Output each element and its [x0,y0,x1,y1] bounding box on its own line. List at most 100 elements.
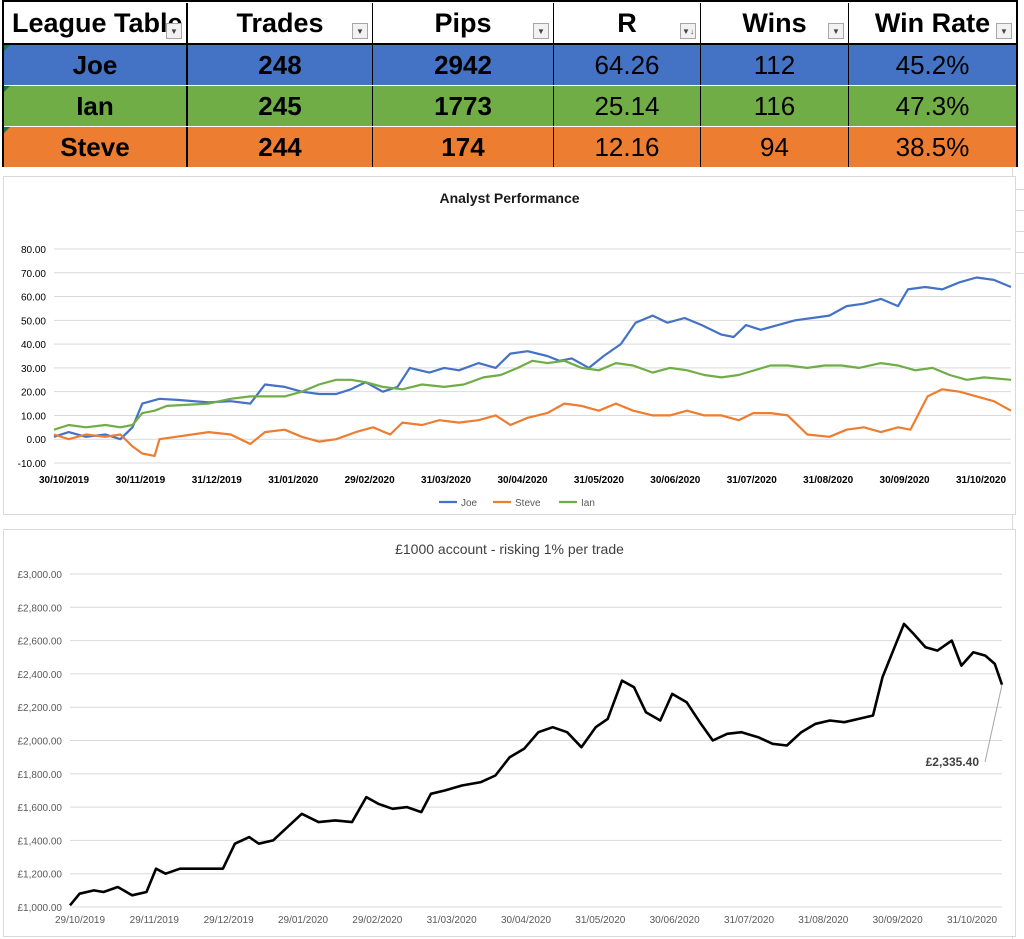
grid-row-line [1012,252,1024,253]
cell-name[interactable]: Steve [4,127,188,167]
y-tick-label: £2,200.00 [18,703,63,714]
x-tick-label: 29/01/2020 [278,915,328,926]
cell-trades[interactable]: 248 [188,45,373,85]
chart-title: Analyst Performance [439,190,580,206]
cell-text: 2942 [434,49,492,80]
dropdown-arrow-icon[interactable]: ▼ [996,23,1012,39]
x-tick-label: 30/04/2020 [501,915,551,926]
cell-text: 248 [258,49,302,80]
dropdown-arrow-icon[interactable]: ▼ [166,23,182,39]
cell-text: 116 [753,90,796,121]
comment-indicator-icon [4,86,10,92]
league-table: League Table ▼ Trades ▼ Pips ▼ R ▼↓ Wins… [2,0,1018,167]
y-tick-label: £1,600.00 [18,803,63,814]
x-tick-label: 29/02/2020 [352,915,402,926]
y-tick-label: 20.00 [21,388,46,399]
y-tick-label: £3,000.00 [18,570,63,581]
header-cell-trades[interactable]: Trades ▼ [188,3,373,43]
dropdown-arrow-icon[interactable]: ▼ [352,23,368,39]
cell-text: 174 [441,131,485,162]
x-tick-label: 31/07/2020 [727,475,777,486]
x-tick-label: 31/05/2020 [575,915,625,926]
cell-r[interactable]: 64.26 [554,45,701,85]
annotation-label: £2,335.40 [926,755,980,769]
league-table-header-row: League Table ▼ Trades ▼ Pips ▼ R ▼↓ Wins… [4,3,1016,45]
header-cell-pips[interactable]: Pips ▼ [373,3,554,43]
x-tick-label: 29/10/2019 [55,915,105,926]
y-tick-label: 60.00 [21,293,46,304]
cell-text: Joe [72,49,118,80]
series-line-steve [53,388,1012,457]
legend-label: Steve [515,498,541,509]
x-tick-label: 31/07/2020 [724,915,774,926]
cell-text: 245 [258,90,302,121]
cell-text: 112 [753,49,796,80]
cell-pips[interactable]: 2942 [373,45,554,85]
x-tick-label: 30/06/2020 [650,475,700,486]
header-label: Pips [434,7,492,38]
annotation-leader-line [984,684,1003,763]
dropdown-arrow-icon[interactable]: ▼ [828,23,844,39]
grid-row-line [1012,210,1024,211]
header-label: League Table [12,7,183,38]
cell-name[interactable]: Ian [4,86,188,126]
cell-text: Steve [60,131,130,162]
cell-pips[interactable]: 174 [373,127,554,167]
x-tick-label: 30/06/2020 [650,915,700,926]
comment-indicator-icon [4,127,10,133]
cell-r[interactable]: 25.14 [554,86,701,126]
sort-descending-icon[interactable]: ▼↓ [680,23,696,39]
x-tick-label: 30/10/2019 [39,475,89,486]
cell-name[interactable]: Joe [4,45,188,85]
cell-wins[interactable]: 116 [701,86,849,126]
series-line-balance [68,622,1004,907]
y-tick-label: 10.00 [21,411,46,422]
cell-text: 94 [760,131,789,162]
header-label: Trades [236,7,324,38]
cell-text: Ian [76,90,114,121]
y-tick-label: £1,200.00 [18,870,63,881]
y-tick-label: £2,400.00 [18,670,63,681]
cell-wins[interactable]: 112 [701,45,849,85]
legend-label: Ian [581,498,595,509]
y-tick-label: 80.00 [21,245,46,256]
header-cell-wins[interactable]: Wins ▼ [701,3,849,43]
header-cell-league-table[interactable]: League Table ▼ [4,3,188,43]
x-tick-label: 31/08/2020 [803,475,853,486]
cell-text: 38.5% [895,131,970,162]
cell-win-rate[interactable]: 47.3% [849,86,1016,126]
y-tick-label: 0.00 [27,435,47,446]
y-tick-label: £2,800.00 [18,603,63,614]
cell-pips[interactable]: 1773 [373,86,554,126]
cell-win-rate[interactable]: 45.2% [849,45,1016,85]
x-tick-label: 30/11/2019 [116,475,166,486]
x-tick-label: 31/03/2020 [427,915,477,926]
cell-trades[interactable]: 244 [188,127,373,167]
y-tick-label: £1,800.00 [18,770,63,781]
x-tick-label: 29/02/2020 [345,475,395,486]
x-tick-label: 31/08/2020 [798,915,848,926]
grid-row-line [1012,273,1024,274]
y-tick-label: £1,000.00 [18,903,63,914]
y-tick-label: -10.00 [18,459,47,470]
header-label: R [617,7,637,38]
cell-r[interactable]: 12.16 [554,127,701,167]
x-tick-label: 29/11/2019 [130,915,180,926]
dropdown-arrow-icon[interactable]: ▼ [533,23,549,39]
y-tick-label: 30.00 [21,364,46,375]
cell-trades[interactable]: 245 [188,86,373,126]
x-tick-label: 31/01/2020 [268,475,318,486]
x-tick-label: 29/12/2019 [204,915,254,926]
y-tick-label: 50.00 [21,316,46,327]
cell-win-rate[interactable]: 38.5% [849,127,1016,167]
analyst-performance-chart[interactable]: Analyst Performance 80.00 70.00 60.00 50.00… [3,176,1016,515]
header-cell-r[interactable]: R ▼↓ [554,3,701,43]
table-row-joe: Joe 248 2942 64.26 112 45.2% [4,45,1016,85]
comment-indicator-icon [4,45,10,51]
cell-wins[interactable]: 94 [701,127,849,167]
header-cell-win-rate[interactable]: Win Rate ▼ [849,3,1016,43]
y-tick-label: £2,000.00 [18,737,63,748]
account-balance-chart[interactable]: £1000 account - risking 1% per trade £3,… [3,529,1016,937]
x-tick-label: 31/10/2020 [947,915,997,926]
